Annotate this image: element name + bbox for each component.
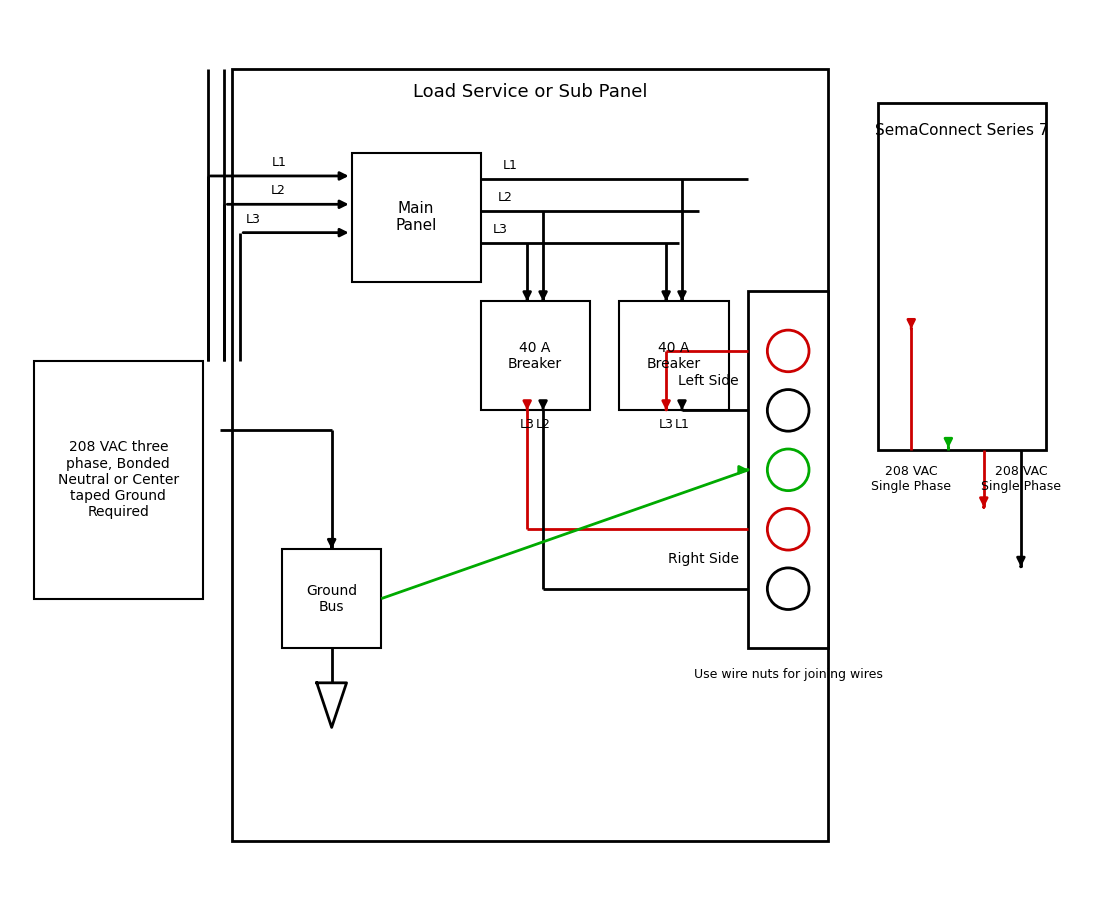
Bar (34, 361, 202, 598)
Text: L2: L2 (536, 418, 550, 431)
Text: 208 VAC three
phase, Bonded
Neutral or Center
taped Ground
Required: 208 VAC three phase, Bonded Neutral or C… (57, 440, 179, 519)
Text: 40 A
Breaker: 40 A Breaker (508, 341, 562, 371)
Bar (352, 153, 481, 282)
Bar (282, 549, 382, 648)
Circle shape (768, 449, 808, 491)
Text: SemaConnect Series 7: SemaConnect Series 7 (876, 123, 1048, 138)
Text: L2: L2 (271, 184, 286, 197)
Circle shape (768, 390, 808, 431)
Text: L3: L3 (245, 212, 261, 226)
Bar (232, 68, 828, 842)
Text: L3: L3 (659, 418, 673, 431)
Text: L1: L1 (674, 418, 690, 431)
Text: L3: L3 (519, 418, 535, 431)
Text: Left Side: Left Side (678, 374, 738, 388)
Bar (481, 302, 590, 410)
Text: L3: L3 (493, 223, 508, 236)
Bar (619, 302, 728, 410)
Circle shape (768, 330, 808, 372)
Text: L2: L2 (498, 191, 513, 203)
Text: 40 A
Breaker: 40 A Breaker (647, 341, 701, 371)
Text: Main
Panel: Main Panel (395, 201, 437, 233)
Circle shape (768, 508, 808, 550)
Text: Ground
Bus: Ground Bus (306, 583, 358, 614)
Bar (878, 104, 1046, 450)
Text: Right Side: Right Side (668, 552, 738, 566)
Text: 208 VAC
Single Phase: 208 VAC Single Phase (981, 465, 1060, 493)
Text: Use wire nuts for joining wires: Use wire nuts for joining wires (694, 668, 882, 681)
Text: L1: L1 (272, 156, 287, 169)
Text: Load Service or Sub Panel: Load Service or Sub Panel (412, 84, 648, 102)
Bar (748, 292, 828, 648)
Text: 208 VAC
Single Phase: 208 VAC Single Phase (871, 465, 952, 493)
Circle shape (768, 568, 808, 609)
Text: L1: L1 (503, 158, 518, 172)
